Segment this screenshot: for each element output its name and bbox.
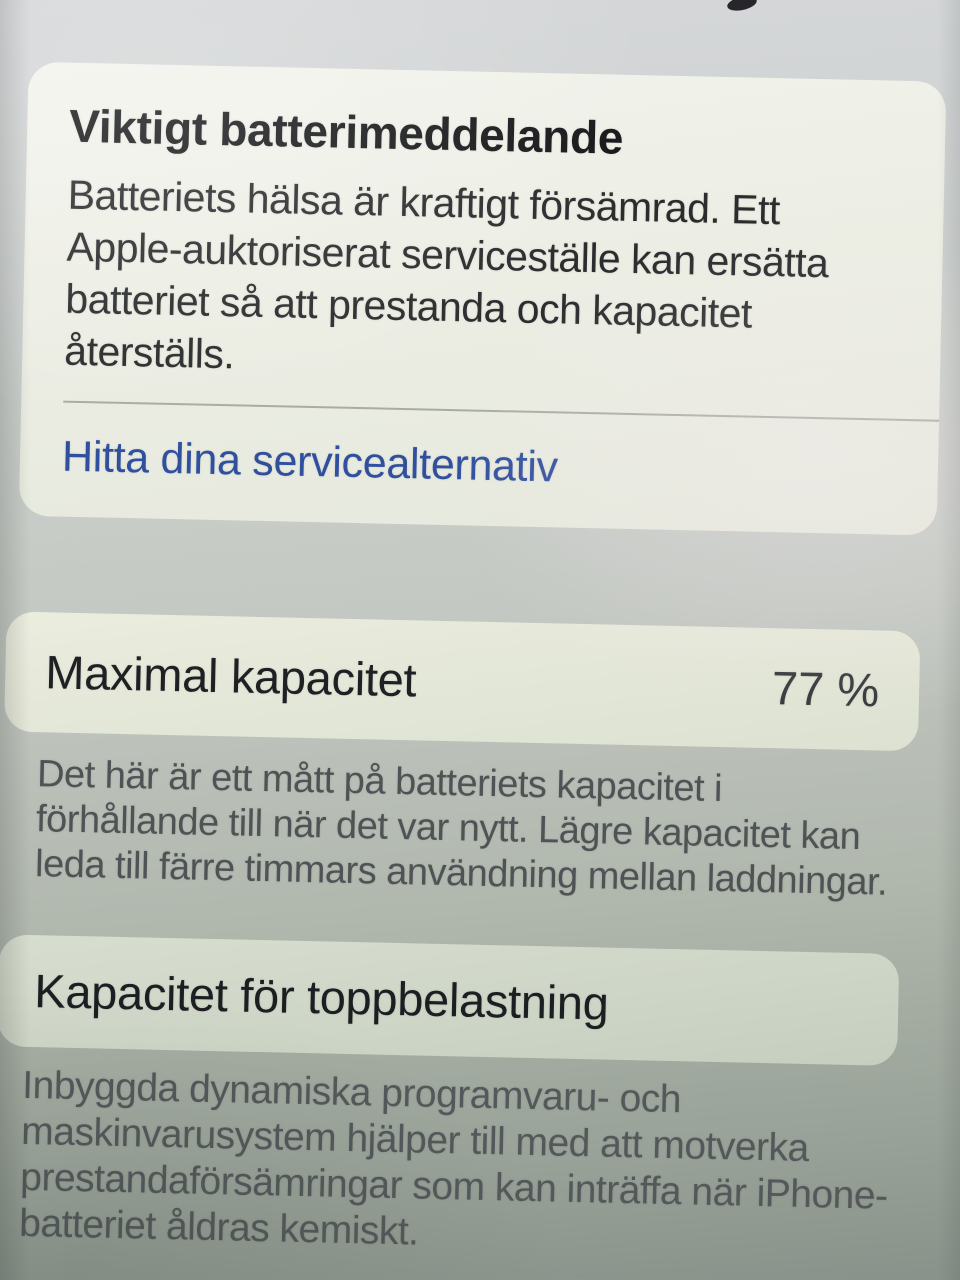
peak-performance-label: Kapacitet för toppbelastning: [33, 964, 610, 1030]
peak-performance-row: Kapacitet för toppbelastning: [0, 934, 900, 1066]
cutoff-title-descender: [725, 0, 759, 13]
battery-warning-card: Viktigt batterimeddelande Batteriets häl…: [18, 61, 947, 536]
service-options-link[interactable]: Hitta dina servicealternativ: [61, 432, 559, 492]
max-capacity-label: Maximal kapacitet: [44, 645, 417, 707]
max-capacity-footnote: Det här är ett mått på batteriets kapaci…: [34, 753, 888, 904]
divider: [63, 400, 940, 422]
warning-title: Viktigt batterimeddelande: [68, 99, 624, 164]
max-capacity-value: 77 %: [771, 661, 880, 717]
warning-body-text: Batteriets hälsa är kraftigt försämrad. …: [63, 171, 829, 378]
max-capacity-row: Maximal kapacitet 77 %: [4, 611, 921, 752]
peak-performance-footnote: Inbyggda dynamiska programvaru- och mask…: [18, 1063, 888, 1254]
